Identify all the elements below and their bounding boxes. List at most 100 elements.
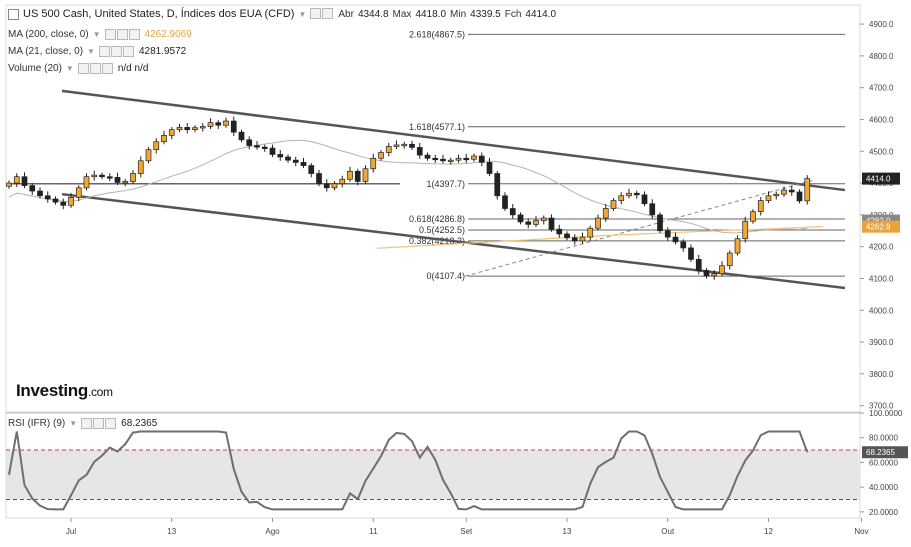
- fib-level-label: 0.618(4286.8): [409, 214, 465, 224]
- candle-up: [401, 143, 408, 147]
- chevron-down-icon[interactable]: ▼: [298, 9, 307, 19]
- price-panel-frame: [5, 4, 861, 413]
- fibonacci-levels: 2.618(4867.5) 1.618(4577.1) 1(4397.7) 0.618…: [409, 29, 845, 281]
- fib-level-label: 1(4397.7): [426, 179, 465, 189]
- chevron-down-icon[interactable]: ▼: [92, 30, 101, 40]
- candle-up: [161, 135, 167, 143]
- x-tick-label: Out: [661, 527, 675, 536]
- candle-down: [478, 155, 485, 163]
- candle-up: [602, 208, 609, 219]
- rsi-panel: 100.0000 80.0000 60.0000 40.0000 20.0000 68.2…: [6, 409, 908, 517]
- candle-down: [99, 174, 105, 178]
- candle-down: [641, 194, 648, 205]
- candle-down: [254, 145, 260, 148]
- x-tick-label: 12: [764, 527, 773, 536]
- ohlc-high-label: Max: [392, 8, 412, 20]
- indicator-ma200[interactable]: MA (200, close, 0) ▼ 4262.9069: [8, 29, 192, 40]
- candle-down: [246, 139, 253, 146]
- candle-up: [447, 159, 454, 163]
- y-tick-label: 4200.0: [869, 243, 894, 252]
- candle-up: [587, 227, 594, 238]
- y-tick-label: 3800.0: [869, 370, 894, 379]
- rsi-tick-label: 20.0000: [869, 508, 898, 517]
- rsi-tick-label: 40.0000: [869, 483, 898, 492]
- chart-title: US 500 Cash, United States, D, Índices d…: [23, 8, 295, 20]
- candle-down: [424, 154, 431, 159]
- y-tick-label: 3900.0: [869, 338, 894, 347]
- candle-down: [60, 201, 67, 206]
- y-tick-label: 4800.0: [869, 52, 894, 61]
- candle-down: [571, 237, 578, 242]
- candle-down: [657, 214, 663, 232]
- candle-down: [564, 233, 570, 239]
- candle-up: [471, 155, 477, 160]
- candle-down: [703, 270, 710, 277]
- candle-up: [153, 141, 160, 151]
- candle-down: [517, 214, 524, 223]
- candle-up: [339, 178, 346, 185]
- candle-down: [44, 195, 51, 200]
- settings-buttons[interactable]: [310, 8, 334, 20]
- chevron-down-icon[interactable]: ▼: [65, 64, 74, 74]
- indicator-volume[interactable]: Volume (20) ▼ n/d n/d: [8, 63, 148, 74]
- chevron-down-icon[interactable]: ▼: [87, 47, 95, 57]
- date-axis: Jul13Ago11Set13Out12Nov14: [66, 518, 869, 536]
- candle-up: [75, 187, 82, 198]
- price-tag-label: 4414.0: [866, 175, 891, 184]
- candle-down: [502, 195, 508, 209]
- candle-up: [711, 273, 718, 277]
- candle-down: [29, 185, 36, 192]
- candle-up: [130, 173, 136, 182]
- indicator-buttons[interactable]: [81, 418, 117, 429]
- ohlc-low-value: 4339.5: [470, 8, 501, 20]
- candle-down: [37, 190, 43, 197]
- candle-down: [52, 198, 59, 203]
- candlesticks: [6, 116, 811, 280]
- candle-up: [765, 195, 772, 201]
- candle-up: [83, 176, 90, 189]
- chevron-down-icon[interactable]: ▼: [69, 419, 78, 429]
- indicator-buttons[interactable]: [98, 46, 135, 57]
- rsi-value-tag: [862, 446, 908, 459]
- rsi-value-tag-label: 68.2365: [866, 448, 895, 457]
- candle-up: [750, 211, 756, 222]
- candle-up: [145, 149, 152, 162]
- indicator-ma21[interactable]: MA (21, close, 0) ▼ 4281.9572: [8, 46, 186, 57]
- candle-down: [525, 221, 532, 225]
- indicator-buttons[interactable]: [77, 63, 114, 74]
- candle-down: [672, 236, 679, 243]
- candle-down: [230, 120, 237, 133]
- indicator-label: Volume (20): [8, 63, 62, 75]
- candle-down: [238, 131, 245, 141]
- candle-down: [215, 122, 222, 126]
- indicator-buttons[interactable]: [104, 29, 141, 40]
- candle-down: [440, 158, 446, 162]
- ma21-line: [8, 139, 808, 234]
- candle-up: [385, 146, 392, 153]
- y-tick-label: 4100.0: [869, 274, 894, 283]
- rsi-tick-label: 60.0000: [869, 458, 898, 467]
- candle-up: [347, 170, 353, 180]
- candle-down: [354, 170, 361, 182]
- price-tag: [862, 172, 900, 185]
- y-tick-label: 4600.0: [869, 115, 894, 124]
- fib-level-label: 0.382(4218.2): [409, 236, 465, 246]
- dashed-trend-line: [464, 180, 813, 277]
- indicator-value: n/d n/d: [117, 63, 149, 75]
- candle-down: [680, 241, 687, 249]
- ma200-line: [376, 226, 824, 249]
- rsi-tick-label: 100.0000: [869, 409, 903, 418]
- price-axis: 4900.04800.04700.04600.04500.04400.04300…: [860, 20, 900, 411]
- x-tick-label: 13: [167, 527, 176, 536]
- candle-up: [168, 129, 175, 136]
- candle-down: [416, 147, 423, 156]
- candle-down: [285, 156, 291, 161]
- candle-down: [292, 159, 299, 163]
- chart-header: US 500 Cash, United States, D, Índices d…: [8, 8, 556, 20]
- indicator-rsi[interactable]: RSI (IFR) (9) ▼ 68.2365: [8, 418, 157, 429]
- y-tick-label: 4700.0: [869, 84, 894, 93]
- candle-up: [207, 122, 214, 127]
- collapse-icon[interactable]: [8, 8, 19, 20]
- candle-down: [556, 228, 563, 235]
